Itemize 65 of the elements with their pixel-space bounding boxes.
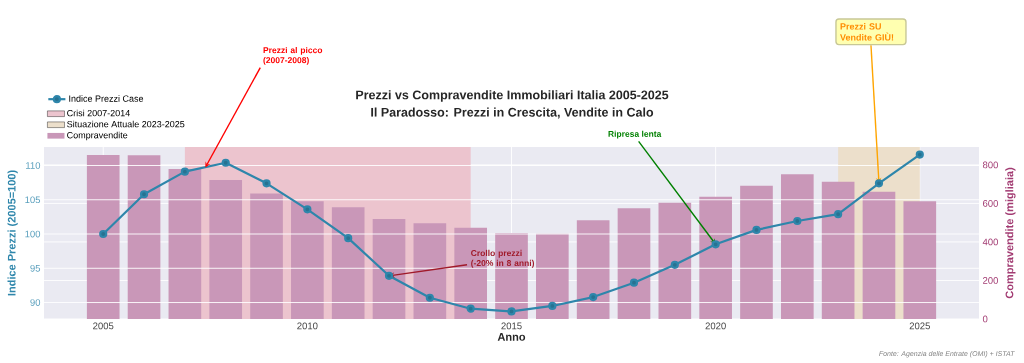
annotation: Prezzi al picco (2007-2008) [263,46,323,65]
annotation: Ripresa lenta [608,130,662,139]
point [752,225,761,235]
point [180,167,189,176]
bar [86,154,120,319]
bar [291,201,324,319]
point [915,150,924,159]
point [507,307,516,316]
point [711,240,720,249]
bar [331,207,365,319]
point [139,190,149,199]
point [99,229,108,239]
y2-tick-label: 0 [982,315,988,323]
point [262,179,271,188]
y-axis-title: Indice Prezzi (2005=100) [7,170,18,296]
point [221,158,230,167]
point [384,271,394,280]
x-tick-label: 2015 [501,322,522,330]
point [874,179,884,188]
legend-label: Situazione Attuale 2023-2025 [67,120,185,128]
y2-tick-label: 800 [982,161,998,169]
bar [209,179,243,319]
legend-label: Compravendite [67,131,128,141]
y-tick-label: 95 [30,264,41,272]
bar [862,191,896,319]
point [834,210,843,219]
y-tick-label: 110 [26,162,41,169]
point [670,260,679,269]
bar [127,155,161,319]
y2-tick-label: 400 [982,238,998,246]
bar [617,208,651,319]
y2-tick-label: 600 [983,200,998,207]
point [548,301,557,311]
bar [372,219,406,319]
bar [780,174,814,319]
chart-subtitle: Il Paradosso: Prezzi in Crescita, Vendite in Calo [371,107,654,119]
chart-title: Prezzi vs Compravendite Immobiliari Italia 2005-2025 [356,90,669,102]
x-tick-label: 2005 [93,322,114,330]
bar [740,185,773,319]
point [425,293,434,302]
point [589,292,598,302]
y2-axis-title: Compravendite (migliaia) [1005,167,1016,299]
y-tick-label: 105 [25,196,41,204]
point [303,205,312,214]
y-tick-label: 100 [25,230,41,238]
bar [699,196,732,319]
y2-tick-label: 200 [983,277,998,284]
legend-label: Indice Prezzi Case [69,95,144,102]
bar [250,193,283,319]
legend-label: Crisi 2007-2014 [67,109,130,117]
point [793,216,802,226]
point [466,304,475,313]
annotation: Prezzi SU Vendite GIÙ! [840,23,894,41]
x-axis-title: Anno [497,333,526,341]
bar [536,233,569,319]
bar [413,223,447,319]
x-tick-label: 2025 [909,322,930,330]
point [629,278,639,287]
bar [168,168,202,319]
y-tick-label: 90 [30,299,41,306]
bar [658,202,692,319]
x-tick-label: 2010 [297,322,318,330]
point [344,234,353,243]
x-tick-label: 2020 [705,322,726,330]
bar [576,220,610,319]
